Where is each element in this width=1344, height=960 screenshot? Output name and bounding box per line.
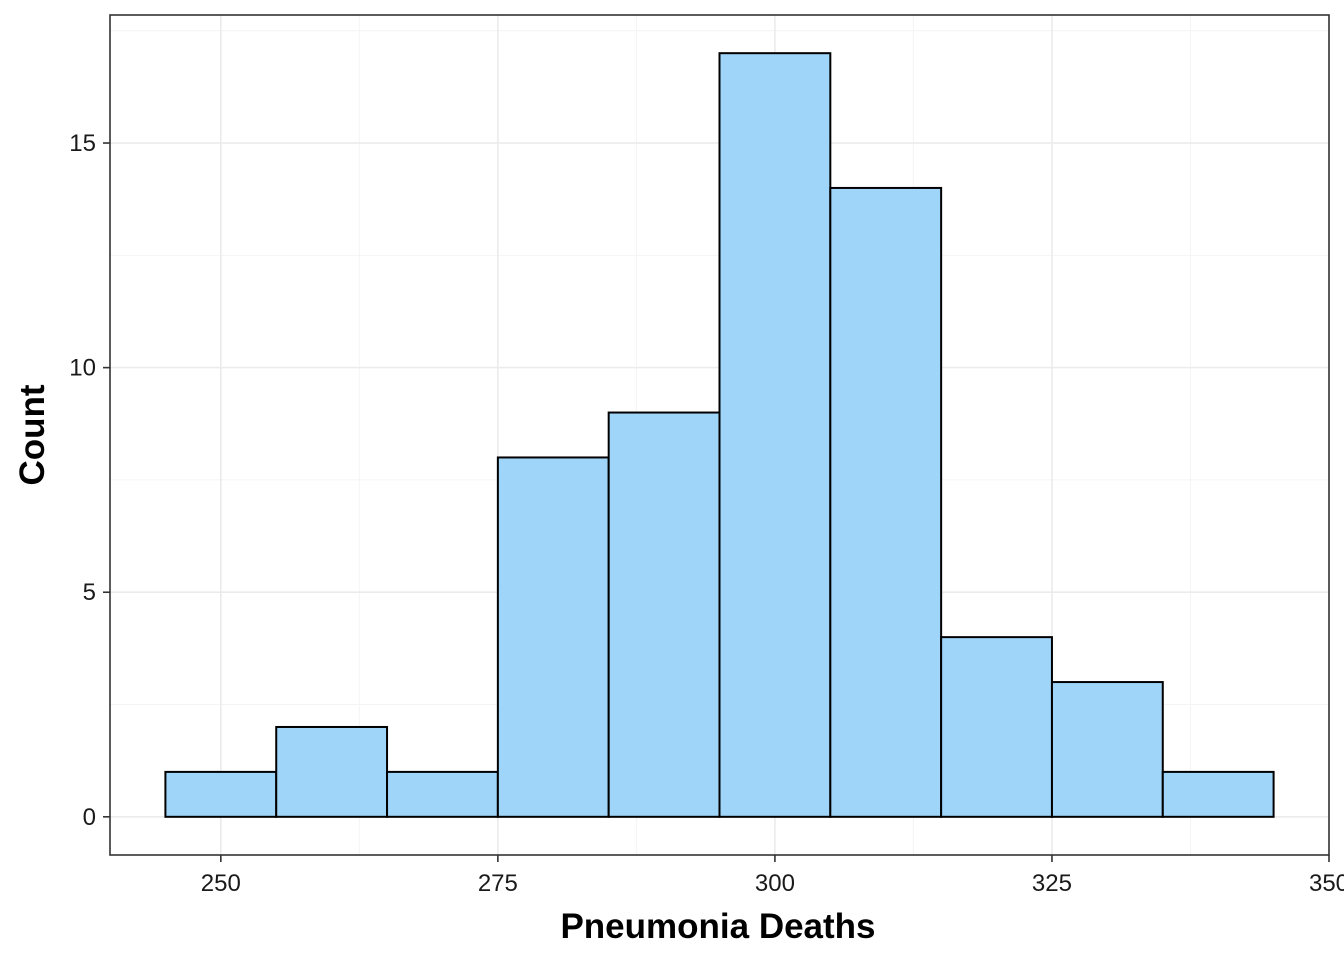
histogram-bar bbox=[1050, 681, 1164, 818]
panel-border bbox=[109, 14, 1330, 856]
y-tick-label: 15 bbox=[69, 130, 96, 157]
histogram-bar bbox=[1161, 770, 1275, 818]
x-tick-label: 250 bbox=[201, 870, 241, 897]
histogram-bar bbox=[275, 725, 389, 818]
histogram-bar bbox=[940, 636, 1053, 818]
y-tick-label: 0 bbox=[83, 804, 96, 831]
x-axis: 250 275 300 325 350 bbox=[201, 855, 1344, 897]
histogram-bar bbox=[829, 186, 943, 818]
histogram-bar bbox=[607, 411, 721, 818]
x-tick-label: 325 bbox=[1032, 870, 1072, 897]
x-tick-label: 350 bbox=[1309, 870, 1344, 897]
x-tick-label: 300 bbox=[755, 870, 795, 897]
y-tick-label: 5 bbox=[83, 579, 96, 606]
histogram-bars bbox=[164, 52, 1275, 818]
x-tick-label: 275 bbox=[478, 870, 518, 897]
y-tick-label: 10 bbox=[69, 355, 96, 382]
x-axis-title: Pneumonia Deaths bbox=[560, 907, 875, 946]
histogram-bar bbox=[164, 770, 278, 818]
y-axis-title: Count bbox=[13, 384, 52, 485]
histogram-bar bbox=[496, 456, 610, 818]
y-axis: 0 5 10 15 bbox=[69, 130, 110, 831]
histogram-bar bbox=[718, 52, 832, 818]
histogram-bar bbox=[386, 770, 499, 818]
